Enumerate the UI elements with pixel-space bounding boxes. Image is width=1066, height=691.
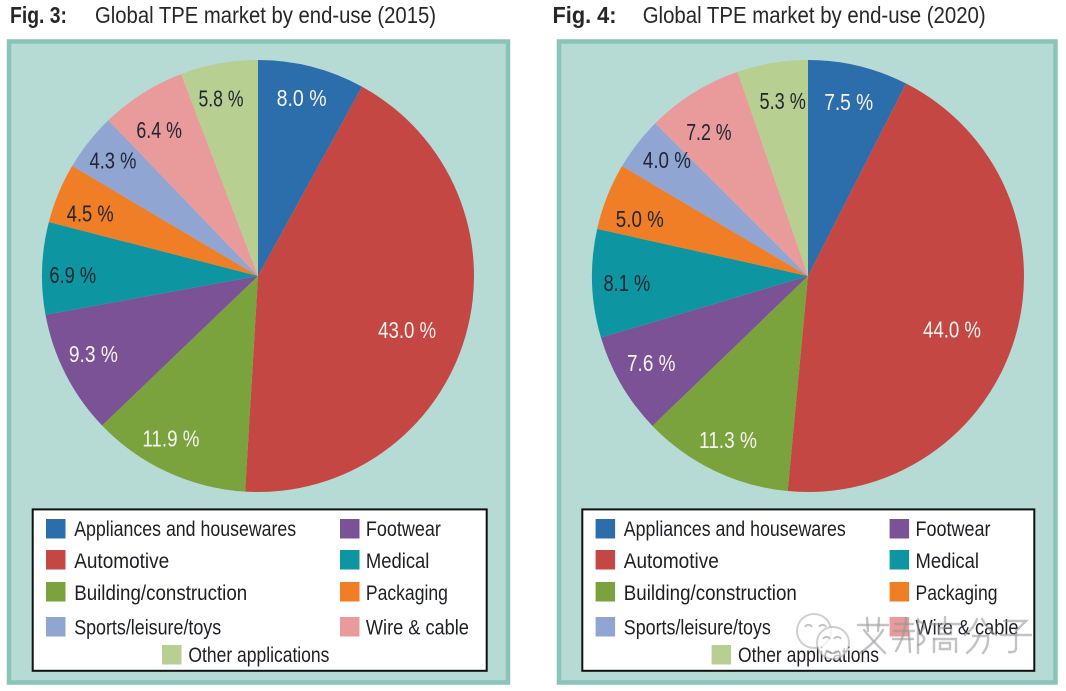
svg-text:7.2 %: 7.2 % — [686, 119, 731, 145]
svg-text:Sports/leisure/toys: Sports/leisure/toys — [74, 617, 221, 640]
svg-text:4.5 %: 4.5 % — [67, 201, 114, 227]
svg-text:Global TPE market by end-use (: Global TPE market by end-use (2015) — [95, 2, 436, 28]
svg-text:7.6 %: 7.6 % — [627, 350, 676, 376]
svg-text:Building/construction: Building/construction — [624, 582, 797, 605]
svg-text:7.5 %: 7.5 % — [824, 89, 873, 115]
svg-text:9.3 %: 9.3 % — [69, 341, 118, 367]
svg-text:5.8 %: 5.8 % — [199, 86, 244, 112]
svg-text:Medical: Medical — [366, 550, 430, 573]
svg-text:5.0 %: 5.0 % — [616, 206, 664, 232]
svg-text:6.9 %: 6.9 % — [49, 262, 96, 288]
svg-text:Automotive: Automotive — [624, 550, 719, 573]
svg-text:Appliances and housewares: Appliances and housewares — [74, 518, 296, 541]
svg-text:Building/construction: Building/construction — [74, 582, 247, 605]
svg-text:Sports/leisure/toys: Sports/leisure/toys — [624, 617, 771, 640]
svg-text:8.1 %: 8.1 % — [604, 270, 651, 296]
svg-text:4.0 %: 4.0 % — [643, 147, 691, 173]
svg-text:Automotive: Automotive — [74, 550, 169, 573]
svg-text:43.0 %: 43.0 % — [378, 317, 436, 343]
svg-text:Footwear: Footwear — [916, 518, 991, 541]
svg-text:8.0 %: 8.0 % — [277, 85, 327, 111]
svg-text:Appliances and housewares: Appliances and housewares — [624, 518, 846, 541]
svg-text:11.9 %: 11.9 % — [142, 426, 199, 452]
svg-text:Packaging: Packaging — [366, 582, 448, 605]
svg-text:Fig. 3:: Fig. 3: — [10, 2, 67, 28]
svg-text:Global TPE market by end-use (: Global TPE market by end-use (2020) — [643, 2, 986, 28]
svg-text:44.0 %: 44.0 % — [923, 317, 981, 343]
svg-text:Footwear: Footwear — [366, 518, 441, 541]
svg-text:4.3 %: 4.3 % — [90, 148, 137, 174]
svg-text:6.4 %: 6.4 % — [136, 117, 182, 143]
svg-text:5.3 %: 5.3 % — [760, 88, 806, 114]
svg-text:Fig. 4:: Fig. 4: — [553, 2, 617, 28]
svg-text:Medical: Medical — [916, 550, 980, 573]
svg-text:11.3 %: 11.3 % — [699, 427, 757, 453]
svg-text:Wire & cable: Wire & cable — [366, 617, 469, 640]
svg-text:Packaging: Packaging — [916, 582, 998, 605]
svg-text:Other applications: Other applications — [188, 644, 329, 667]
